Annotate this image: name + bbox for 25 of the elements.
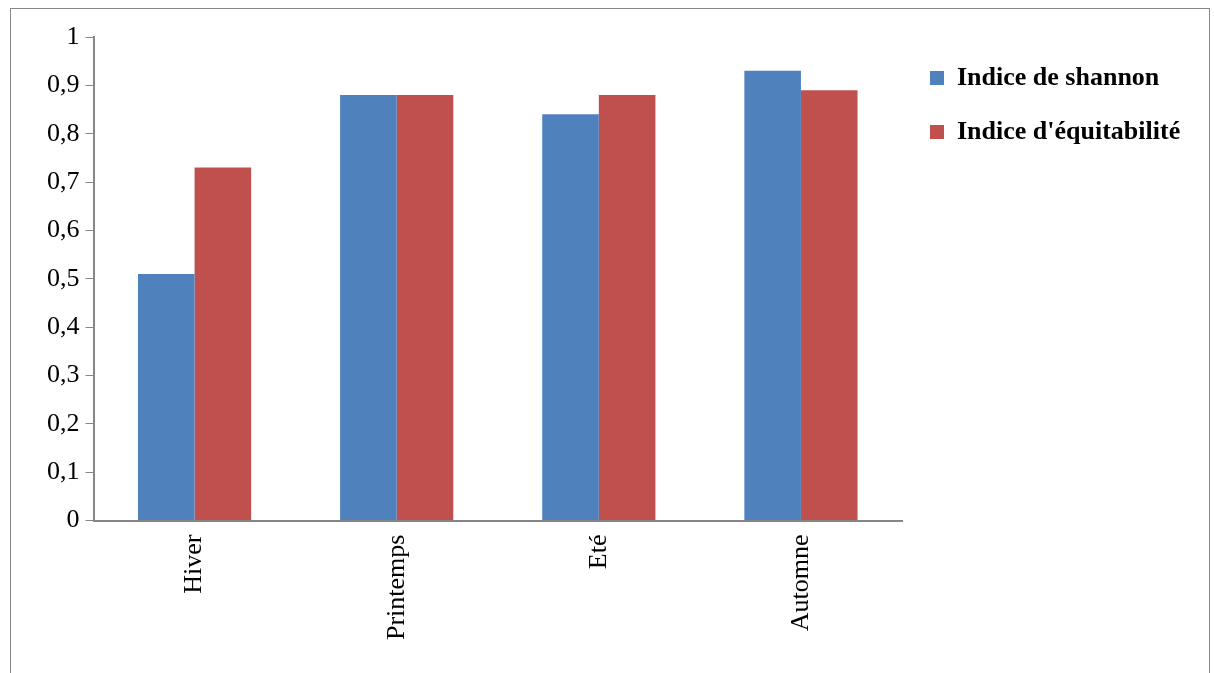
y-tick-label: 0,5 (47, 262, 80, 292)
y-tick-label: 0,3 (47, 359, 80, 389)
bar (744, 70, 801, 521)
y-tick-label: 0,1 (47, 456, 80, 486)
x-tick-label: Printemps (380, 534, 410, 641)
bar (800, 90, 858, 521)
y-tick-label: 0,9 (47, 69, 80, 99)
bar (340, 95, 397, 521)
legend-label: Indice d'équitabilité (957, 115, 1181, 145)
bar (598, 95, 656, 521)
bar (194, 167, 252, 521)
y-tick-label: 0 (66, 504, 80, 534)
y-tick-label: 0,4 (47, 310, 80, 340)
x-tick-label: Eté (582, 534, 612, 570)
legend-label: Indice de shannon (957, 61, 1160, 91)
bar (542, 114, 599, 521)
bar (396, 95, 454, 521)
bar (137, 273, 195, 521)
x-tick-label: Automne (784, 534, 814, 632)
y-tick-label: 0,8 (47, 117, 80, 147)
y-tick-label: 0,6 (47, 214, 80, 244)
y-tick-label: 0,7 (47, 165, 80, 195)
y-tick-label: 0,2 (47, 407, 80, 437)
y-tick-label: 1 (66, 20, 80, 50)
x-tick-label: Hiver (178, 534, 208, 594)
